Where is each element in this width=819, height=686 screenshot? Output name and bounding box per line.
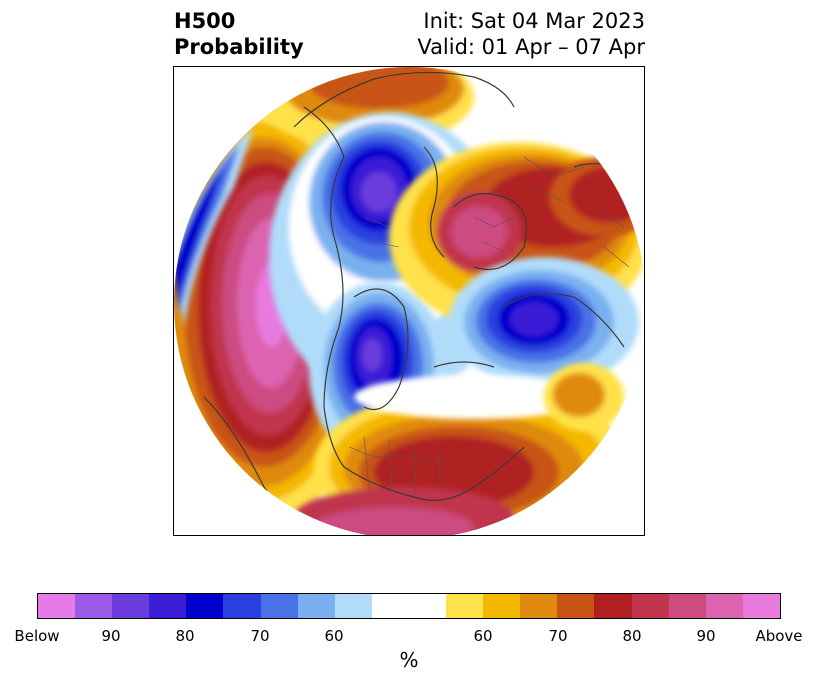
colorbar-tick: Above — [755, 627, 803, 645]
colorbar-segment-above — [742, 594, 780, 618]
colorbar-tick: 60 — [473, 627, 493, 645]
title-left: H500 Probability — [174, 8, 304, 60]
white-gap-atlantic — [354, 375, 594, 419]
colorbar-segment-below — [186, 594, 224, 618]
valid-period: Valid: 01 Apr – 07 Apr — [417, 35, 645, 59]
colorbar-tick: 90 — [696, 627, 716, 645]
below-anomaly-atlantic — [449, 257, 639, 387]
colorbar — [37, 593, 781, 619]
colorbar-segment-above — [557, 594, 595, 618]
probability-map — [174, 67, 644, 535]
colorbar-segment-below — [75, 594, 113, 618]
political-borders — [348, 156, 630, 498]
colorbar-segment-above — [705, 594, 743, 618]
colorbar-tick: 60 — [324, 627, 344, 645]
colorbar-segment-below — [223, 594, 261, 618]
colorbar-tick: Below — [14, 627, 60, 645]
colorbar-segment-below — [260, 594, 298, 618]
colorbar-unit-label: % — [399, 648, 419, 672]
map-panel — [173, 66, 645, 536]
above-anomaly-central-asia — [544, 363, 624, 431]
title-right: Init: Sat 04 Mar 2023 Valid: 01 Apr – 07… — [417, 8, 645, 60]
colorbar-segment-above — [594, 594, 632, 618]
colorbar-segment-neutral — [371, 594, 447, 618]
init-date: Init: Sat 04 Mar 2023 — [423, 9, 645, 33]
colorbar-segment-above — [483, 594, 521, 618]
title-product: Probability — [174, 35, 304, 59]
colorbar-tick: 80 — [622, 627, 642, 645]
colorbar-segment-below — [149, 594, 187, 618]
colorbar-segment-above — [631, 594, 669, 618]
below-anomaly-west-edge — [174, 127, 254, 327]
colorbar-segment-below — [112, 594, 150, 618]
colorbar-segment-below — [38, 594, 76, 618]
colorbar-tick: 90 — [101, 627, 121, 645]
colorbar-segment-above — [446, 594, 484, 618]
colorbar-segment-below — [334, 594, 372, 618]
colorbar-segment-above — [520, 594, 558, 618]
title-variable: H500 — [174, 9, 236, 33]
colorbar-tick: 70 — [548, 627, 568, 645]
colorbar-segment-above — [668, 594, 706, 618]
colorbar-tick: 80 — [175, 627, 195, 645]
colorbar-tick: 70 — [250, 627, 270, 645]
colorbar-segment-below — [297, 594, 335, 618]
